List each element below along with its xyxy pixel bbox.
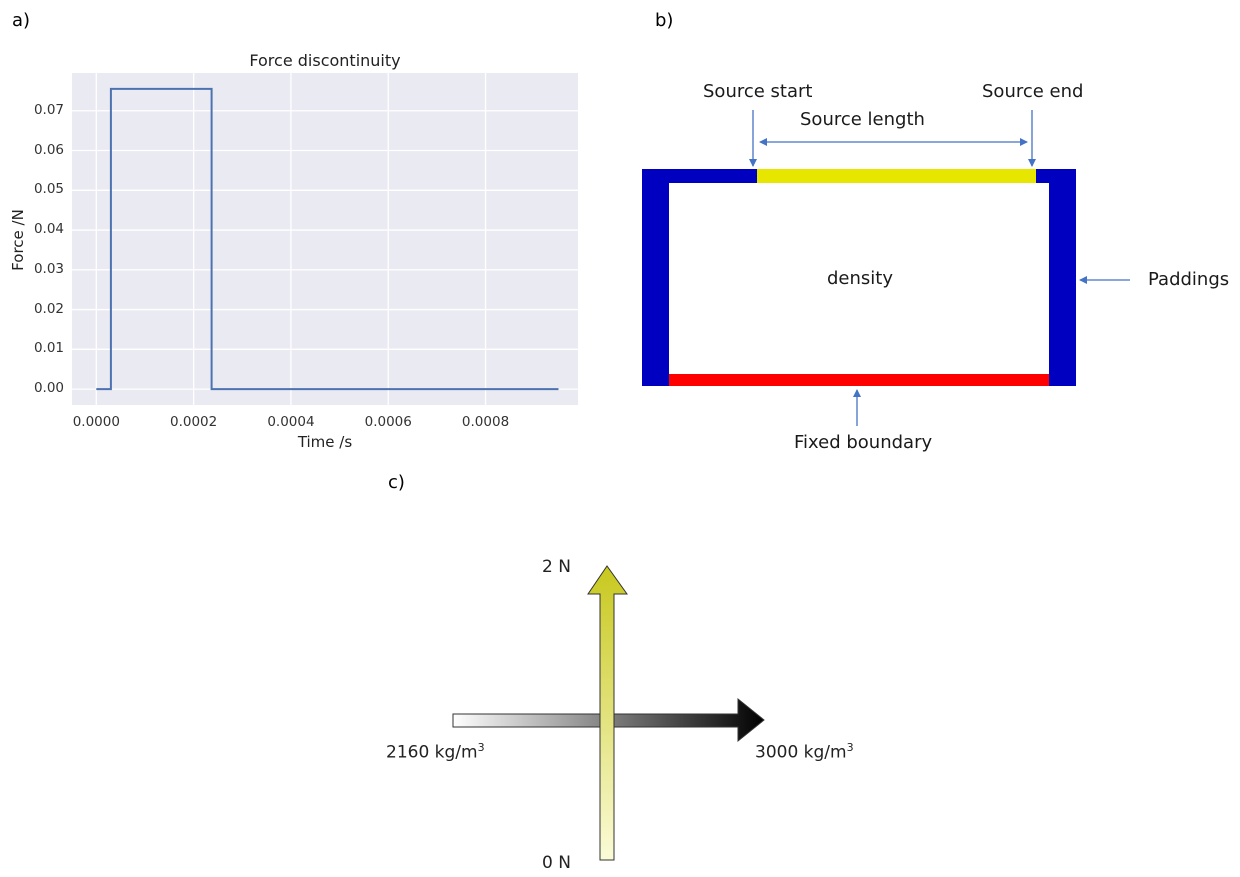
x-axis-label: Time /s	[297, 433, 353, 451]
paddings-label: Paddings	[1148, 269, 1230, 290]
source-start-label: Source start	[703, 81, 813, 102]
x-tick-label: 0.0006	[364, 414, 412, 430]
y-tick-label: 0.04	[33, 221, 64, 238]
force-axis-arrow	[587, 565, 628, 861]
force-max-label: 2 N	[542, 557, 571, 577]
x-tick-label: 0.0004	[267, 414, 315, 430]
panel-c-label: c)	[388, 472, 405, 493]
y-tick-label: 0.07	[33, 101, 64, 118]
source-strip	[757, 169, 1036, 183]
x-tick-label: 0.0008	[461, 414, 510, 430]
density-label: density	[827, 268, 893, 289]
fixed-boundary-label: Fixed boundary	[794, 432, 933, 453]
y-tick-label: 0.05	[33, 181, 64, 198]
fixed-boundary-strip	[669, 374, 1049, 386]
y-tick-label: 0.03	[33, 260, 64, 277]
force-min-label: 0 N	[542, 853, 571, 873]
density-region	[669, 183, 1049, 374]
density-max-label: 3000 kg/m3	[755, 741, 854, 763]
y-tick-label: 0.02	[33, 300, 64, 317]
x-tick-label: 0.0002	[170, 414, 218, 430]
source-length-label: Source length	[800, 109, 925, 130]
y-tick-label: 0.01	[33, 340, 64, 357]
x-tick-label: 0.0000	[72, 414, 120, 430]
force-series-line	[96, 87, 559, 391]
y-tick-label: 0.00	[33, 380, 64, 397]
panel-b-label: b)	[655, 10, 674, 31]
panel-a-label: a)	[12, 10, 31, 31]
chart-title: Force discontinuity	[249, 51, 401, 70]
source-end-label: Source end	[982, 81, 1084, 102]
density-min-label: 2160 kg/m3	[386, 741, 485, 763]
y-tick-label: 0.06	[33, 141, 64, 158]
